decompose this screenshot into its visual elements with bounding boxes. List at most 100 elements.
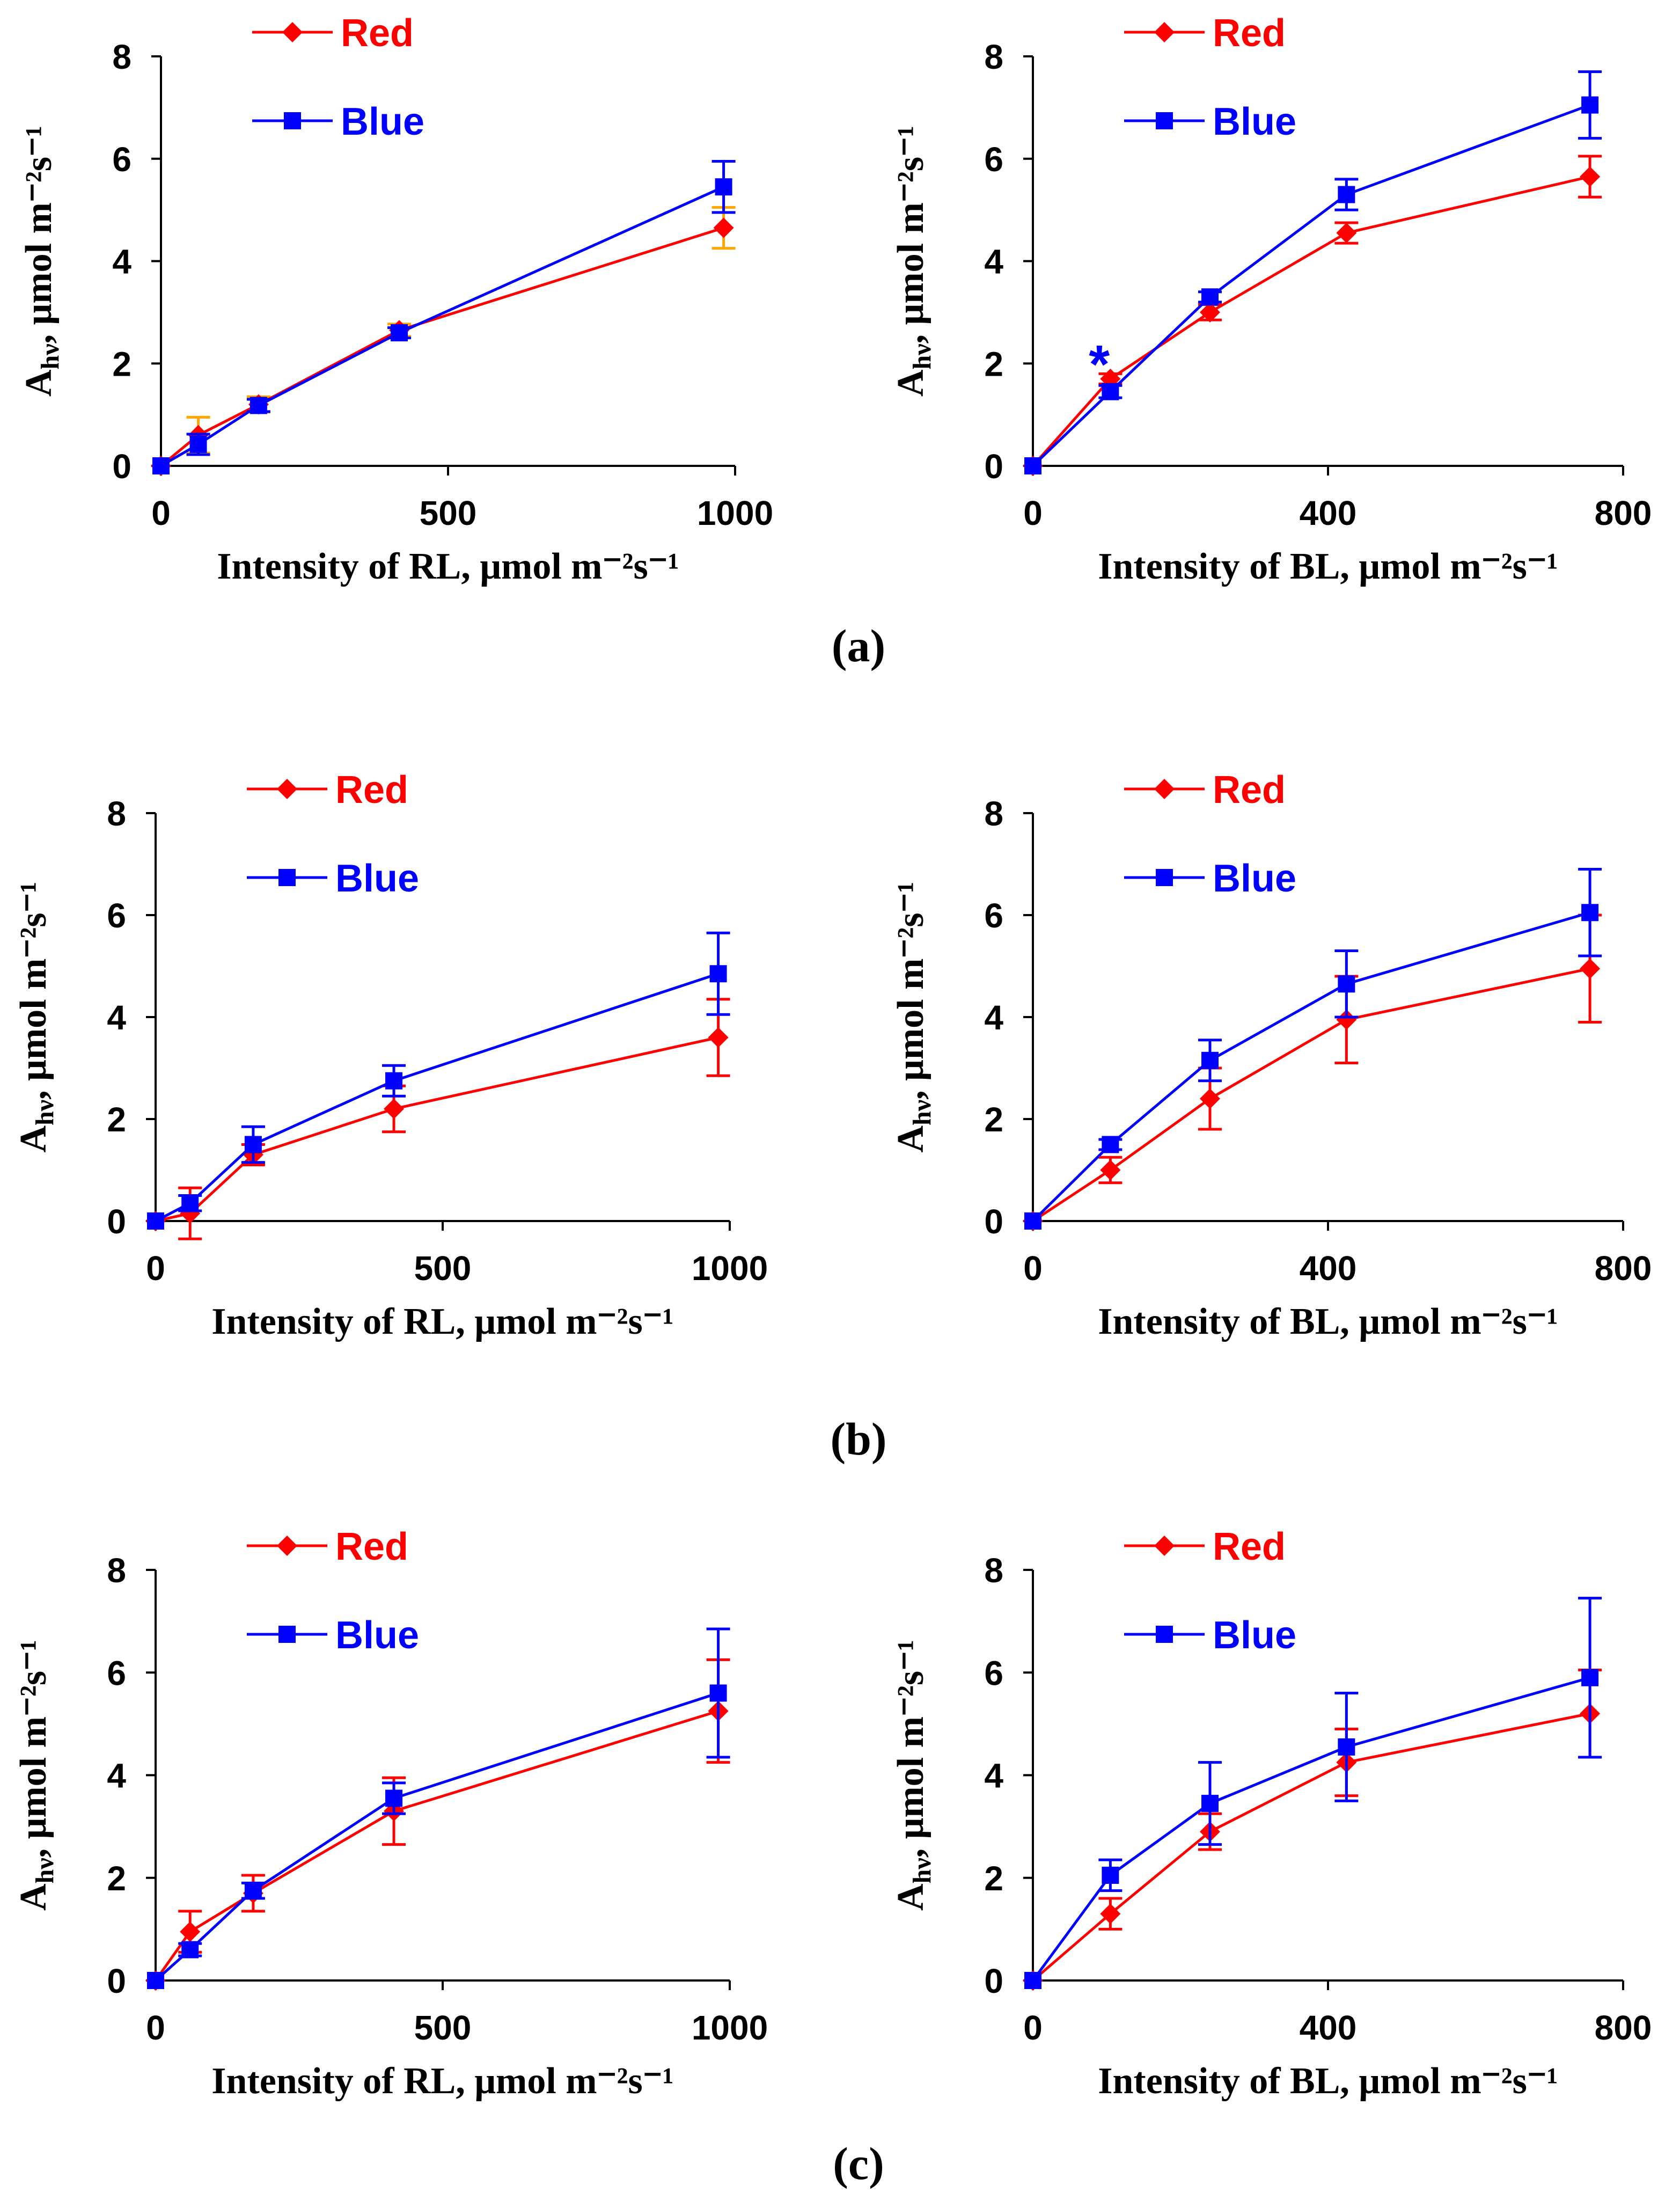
y-tick-label: 8 bbox=[107, 1551, 126, 1590]
y-tick-label: 4 bbox=[107, 1757, 126, 1795]
legend-label: Red bbox=[1213, 12, 1286, 55]
data-point-square bbox=[181, 1194, 199, 1212]
data-point-square bbox=[147, 1972, 164, 1989]
y-tick-label: 2 bbox=[107, 1859, 126, 1898]
y-tick-label: 2 bbox=[107, 1100, 126, 1139]
data-point-square bbox=[385, 1789, 403, 1807]
y-axis-label: Ahν, μmol m⁻²s⁻¹ bbox=[18, 126, 64, 397]
legend-marker-square bbox=[1156, 1626, 1173, 1643]
legend-label: Red bbox=[341, 12, 414, 55]
legend-marker-square bbox=[284, 112, 301, 129]
y-axis-label: Ahν, μmol m⁻²s⁻¹ bbox=[890, 126, 936, 397]
data-point-square bbox=[1102, 1866, 1119, 1884]
x-tick-label: 0 bbox=[1023, 1249, 1043, 1288]
series-line bbox=[1032, 104, 1590, 467]
x-tick-label: 1000 bbox=[692, 1249, 768, 1288]
x-axis-label: Intensity of BL, μmol m⁻²s⁻¹ bbox=[1098, 546, 1558, 587]
y-label-units: , μmol m⁻²s⁻¹ bbox=[890, 1640, 931, 1858]
legend-entry-blue: Blue bbox=[247, 1614, 419, 1657]
y-tick-label: 4 bbox=[984, 1757, 1003, 1795]
data-point-square bbox=[1581, 904, 1599, 922]
series-blue bbox=[152, 160, 736, 474]
x-tick-label: 0 bbox=[1023, 494, 1043, 532]
y-label-subscript: hν bbox=[31, 1100, 59, 1125]
data-point-square bbox=[189, 435, 207, 453]
data-point-square bbox=[181, 1941, 199, 1958]
series-red bbox=[145, 1658, 730, 1991]
data-point-square bbox=[1581, 96, 1599, 114]
data-point-diamond bbox=[1336, 223, 1357, 244]
data-point-square bbox=[250, 397, 267, 414]
legend-marker-diamond bbox=[277, 1536, 297, 1556]
legend-entry-red: Red bbox=[1124, 12, 1286, 55]
y-tick-label: 6 bbox=[984, 896, 1003, 935]
chart-2: 0 2 4 6 8 0 400 800 Intensity of BL, μmol m⁻²s⁻¹… bbox=[890, 12, 1652, 587]
y-tick-label: 8 bbox=[984, 794, 1003, 833]
x-tick-label: 500 bbox=[414, 2008, 472, 2047]
data-point-diamond bbox=[1580, 958, 1601, 979]
legend-label: Blue bbox=[341, 100, 424, 143]
y-label-main: A bbox=[18, 369, 60, 397]
legend-entry-blue: Blue bbox=[1124, 857, 1296, 900]
data-point-square bbox=[1024, 1212, 1041, 1230]
data-point-square bbox=[709, 965, 727, 983]
series-red bbox=[151, 206, 736, 476]
y-axis-label: Ahν, μmol m⁻²s⁻¹ bbox=[890, 1640, 936, 1911]
x-tick-label: 0 bbox=[1023, 2008, 1043, 2047]
data-point-diamond bbox=[1580, 166, 1601, 187]
legend-entry-red: Red bbox=[252, 12, 414, 55]
data-point-diamond bbox=[713, 217, 734, 238]
legend-entry-red: Red bbox=[247, 769, 408, 812]
x-tick-label: 400 bbox=[1300, 2008, 1357, 2047]
data-point-square bbox=[1024, 457, 1041, 474]
legend-label: Red bbox=[1213, 769, 1286, 812]
data-point-diamond bbox=[1200, 302, 1220, 323]
y-tick-label: 6 bbox=[107, 1654, 126, 1692]
legend-entry-red: Red bbox=[1124, 1525, 1286, 1568]
legend-marker-diamond bbox=[1154, 1536, 1175, 1556]
legend-marker-square bbox=[1156, 869, 1173, 886]
legend-label: Red bbox=[1213, 1525, 1286, 1568]
y-tick-label: 0 bbox=[112, 447, 131, 486]
chart-3: 0 2 4 6 8 0 500 1000 Intensity of RL, μmol m⁻²s⁻… bbox=[13, 769, 768, 1342]
x-tick-label: 1000 bbox=[697, 494, 773, 532]
series-line bbox=[160, 226, 724, 467]
data-point-diamond bbox=[1200, 1088, 1220, 1109]
chart-5: 0 2 4 6 8 0 500 1000 Intensity of RL, μmol m⁻²s⁻… bbox=[13, 1525, 768, 2102]
series-blue bbox=[147, 1627, 730, 1989]
y-tick-label: 4 bbox=[112, 243, 131, 281]
panel-label-b: (b) bbox=[830, 1413, 886, 1465]
y-tick-label: 8 bbox=[112, 38, 131, 76]
y-tick-label: 0 bbox=[984, 1202, 1003, 1241]
data-point-diamond bbox=[384, 1099, 405, 1119]
series-blue bbox=[147, 931, 730, 1230]
data-point-square bbox=[1024, 1972, 1041, 1989]
series-red bbox=[145, 998, 730, 1240]
data-point-square bbox=[1338, 186, 1355, 203]
x-tick-label: 0 bbox=[146, 1249, 165, 1288]
data-point-square bbox=[1201, 1051, 1219, 1069]
y-label-subscript: hν bbox=[908, 343, 936, 369]
series-red bbox=[1023, 155, 1602, 476]
data-point-diamond bbox=[180, 1921, 201, 1942]
data-point-square bbox=[244, 1882, 262, 1899]
legend-entry-blue: Blue bbox=[1124, 100, 1296, 143]
x-tick-label: 400 bbox=[1300, 494, 1357, 532]
data-point-square bbox=[1102, 383, 1119, 400]
y-label-units: , μmol m⁻²s⁻¹ bbox=[13, 881, 54, 1099]
y-tick-label: 2 bbox=[984, 1100, 1003, 1139]
x-tick-label: 400 bbox=[1300, 1249, 1357, 1288]
x-tick-label: 800 bbox=[1595, 494, 1652, 532]
data-point-square bbox=[1338, 1738, 1355, 1756]
y-label-units: , μmol m⁻²s⁻¹ bbox=[890, 126, 931, 343]
data-point-square bbox=[1102, 1136, 1119, 1153]
series-line bbox=[1032, 1712, 1590, 1982]
legend-entry-blue: Blue bbox=[252, 100, 424, 143]
y-axis-label: Ahν, μmol m⁻²s⁻¹ bbox=[13, 1640, 59, 1911]
data-point-square bbox=[152, 457, 170, 474]
series-line bbox=[1031, 1676, 1590, 1982]
x-tick-label: 0 bbox=[146, 2008, 165, 2047]
x-axis-label: Intensity of BL, μmol m⁻²s⁻¹ bbox=[1098, 2060, 1558, 2102]
y-label-units: , μmol m⁻²s⁻¹ bbox=[890, 881, 931, 1099]
x-tick-label: 500 bbox=[414, 1249, 472, 1288]
